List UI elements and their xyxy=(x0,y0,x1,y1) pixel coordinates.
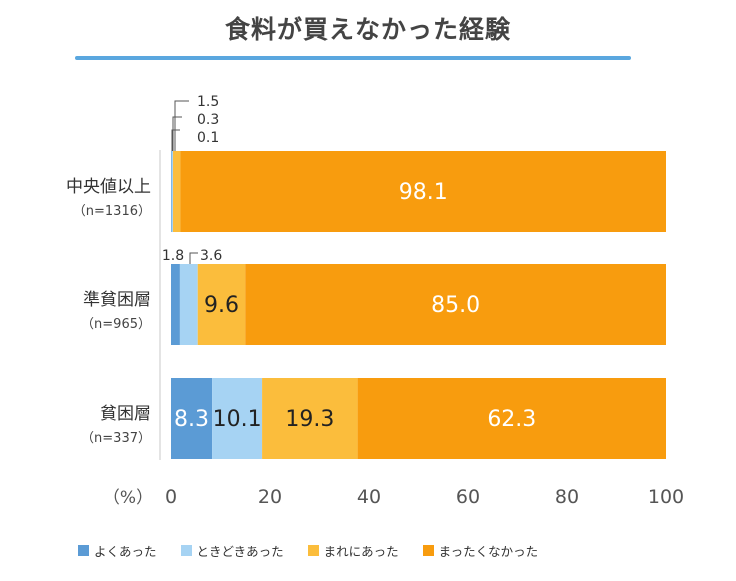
legend-item: よくあった xyxy=(78,541,157,560)
x-tick-label: 40 xyxy=(357,486,381,508)
bar-segment-2-1 xyxy=(212,378,263,459)
data-label: 9.6 xyxy=(204,293,239,318)
bar-segment-1-1 xyxy=(179,264,198,345)
x-tick-label: 100 xyxy=(648,486,684,508)
x-tick-label: 20 xyxy=(258,486,282,508)
bar-segment-1-2 xyxy=(197,264,246,345)
data-label: 3.6 xyxy=(200,248,222,264)
bar-segment-1-3 xyxy=(245,264,666,345)
data-label: 0.3 xyxy=(197,112,219,128)
category-n-label: （n=1316） xyxy=(73,204,151,219)
legend-swatch xyxy=(422,545,434,556)
bar-segment-2-3 xyxy=(357,378,666,459)
data-label: 98.1 xyxy=(399,180,448,205)
legend-item: まれにあった xyxy=(307,541,399,560)
title-underline xyxy=(75,56,631,60)
x-tick-label: 80 xyxy=(555,486,579,508)
bar-segment-2-2 xyxy=(262,378,358,459)
data-label: 1.8 xyxy=(162,248,184,264)
legend-label: まれにあった xyxy=(323,544,399,559)
legend-label: よくあった xyxy=(94,544,157,559)
chart-legend: よくあった ときどきあった まれにあった まったくなかった xyxy=(78,541,538,560)
leader-line xyxy=(172,116,182,151)
data-label: 85.0 xyxy=(431,293,480,318)
legend-label: ときどきあった xyxy=(196,544,284,559)
bar-segment-0-2 xyxy=(172,151,181,232)
leader-line xyxy=(189,252,198,264)
data-label: 8.3 xyxy=(174,407,209,432)
x-tick-label: 60 xyxy=(456,486,480,508)
bar-segment-0-3 xyxy=(180,151,666,232)
legend-item: まったくなかった xyxy=(422,541,539,560)
data-label: 0.1 xyxy=(197,130,219,146)
category-n-label: （n=965） xyxy=(81,317,151,332)
leader-line xyxy=(174,100,189,151)
x-axis-unit-label: （%） xyxy=(103,488,153,508)
x-tick-label: 0 xyxy=(165,486,177,508)
data-label: 1.5 xyxy=(197,94,219,110)
legend-label: まったくなかった xyxy=(438,544,539,559)
chart-title: 食料が買えなかった経験 xyxy=(224,15,511,44)
category-label: 準貧困層 xyxy=(83,290,151,310)
data-label: 10.1 xyxy=(213,407,262,432)
legend-swatch xyxy=(78,545,89,556)
leader-line xyxy=(171,129,180,151)
legend-item: ときどきあった xyxy=(180,541,284,560)
category-label: 貧困層 xyxy=(100,404,151,424)
data-label: 62.3 xyxy=(487,407,536,432)
data-label: 19.3 xyxy=(285,407,334,432)
legend-swatch xyxy=(180,545,192,556)
bar-segment-0-1 xyxy=(171,151,173,232)
bar-segment-0-0 xyxy=(171,151,172,232)
bar-segment-1-0 xyxy=(171,264,180,345)
legend-swatch xyxy=(307,545,319,556)
category-label: 中央値以上 xyxy=(66,177,151,197)
bar-segment-2-0 xyxy=(171,378,213,459)
category-n-label: （n=337） xyxy=(81,431,151,446)
